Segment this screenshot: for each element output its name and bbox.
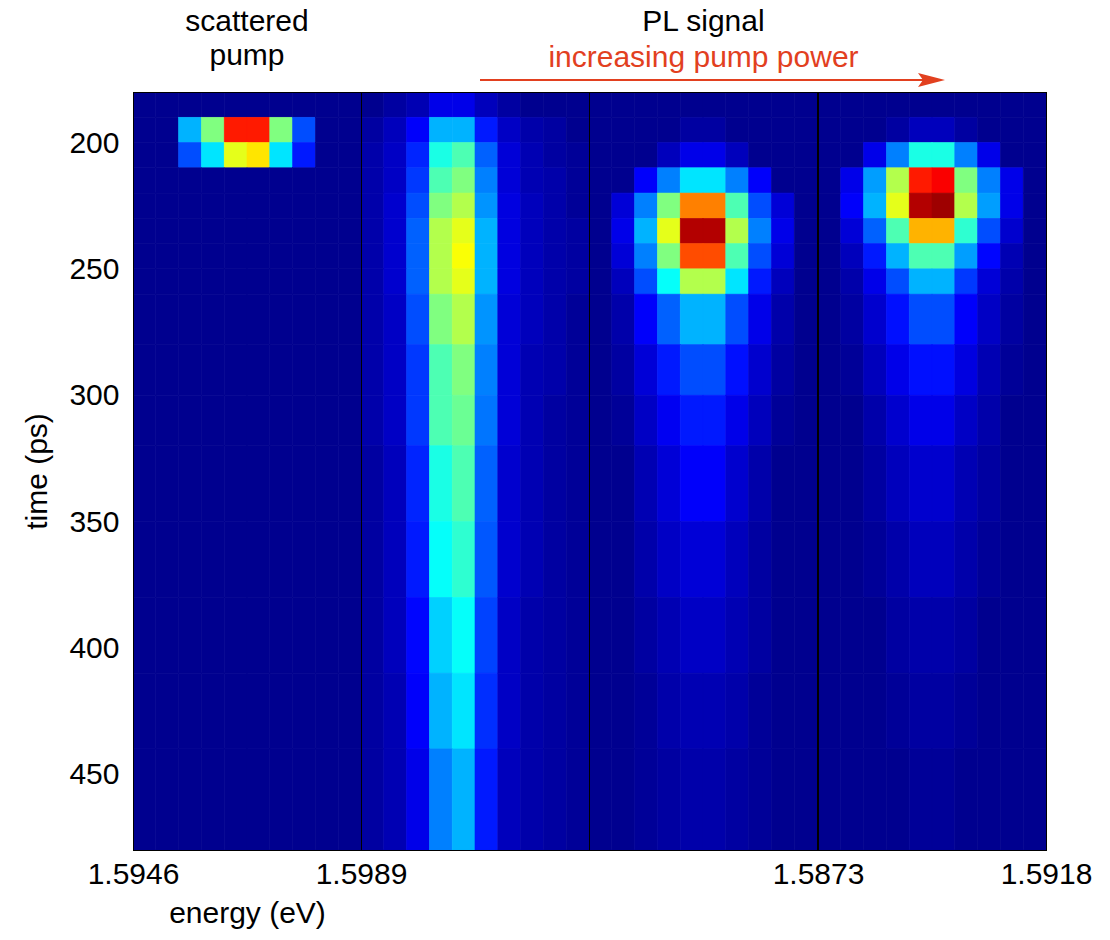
html-text:increasing pump power: increasing pump power xyxy=(548,40,859,73)
html-text:scattered pump: scattered pump xyxy=(185,4,309,71)
svg-text:time (ps): time (ps) xyxy=(20,413,53,530)
svg-text:1.5873: 1.5873 xyxy=(773,857,865,890)
html-text:PL signal: PL signal xyxy=(642,4,765,37)
svg-text:200: 200 xyxy=(69,126,119,159)
svg-text:1.5946: 1.5946 xyxy=(88,857,180,890)
svg-text:400: 400 xyxy=(69,631,119,664)
svg-text:1.5989: 1.5989 xyxy=(316,857,408,890)
svg-text:1.5918: 1.5918 xyxy=(1001,857,1093,890)
svg-text:350: 350 xyxy=(69,505,119,538)
svg-text:300: 300 xyxy=(69,378,119,411)
svg-text:250: 250 xyxy=(69,252,119,285)
svg-text:450: 450 xyxy=(69,757,119,790)
svg-text:energy (eV): energy (eV) xyxy=(169,896,326,929)
